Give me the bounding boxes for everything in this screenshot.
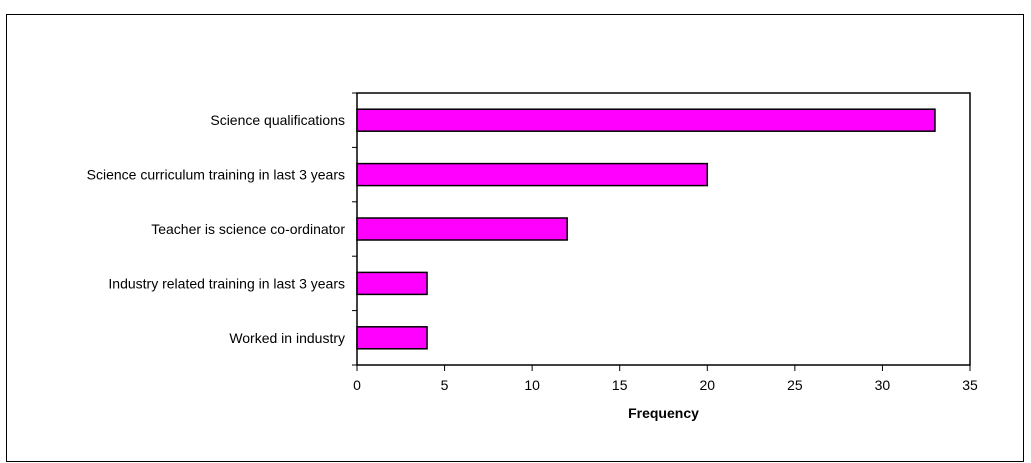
- category-label: Worked in industry: [229, 330, 345, 346]
- x-axis-title: Frequency: [628, 405, 699, 421]
- category-label: Industry related training in last 3 year…: [108, 275, 345, 291]
- bar: [357, 327, 427, 349]
- bar: [357, 109, 935, 131]
- category-label: Teacher is science co-ordinator: [151, 221, 345, 237]
- x-tick-label: 30: [875, 377, 891, 393]
- bar: [357, 218, 567, 240]
- x-tick-label: 5: [441, 377, 449, 393]
- category-labels-group: Science qualifications Science curriculum…: [87, 112, 346, 346]
- bar: [357, 272, 427, 294]
- x-axis-group: 0 5 10 15 20 25 30 35: [353, 365, 978, 393]
- category-label: Science curriculum training in last 3 ye…: [87, 167, 345, 183]
- category-label: Science qualifications: [210, 112, 345, 128]
- x-tick-label: 35: [962, 377, 978, 393]
- x-tick-label: 15: [612, 377, 628, 393]
- x-tick-label: 20: [699, 377, 715, 393]
- x-tick-label: 25: [787, 377, 803, 393]
- x-tick-label: 10: [524, 377, 540, 393]
- bar: [357, 164, 707, 186]
- x-tick-label: 0: [353, 377, 361, 393]
